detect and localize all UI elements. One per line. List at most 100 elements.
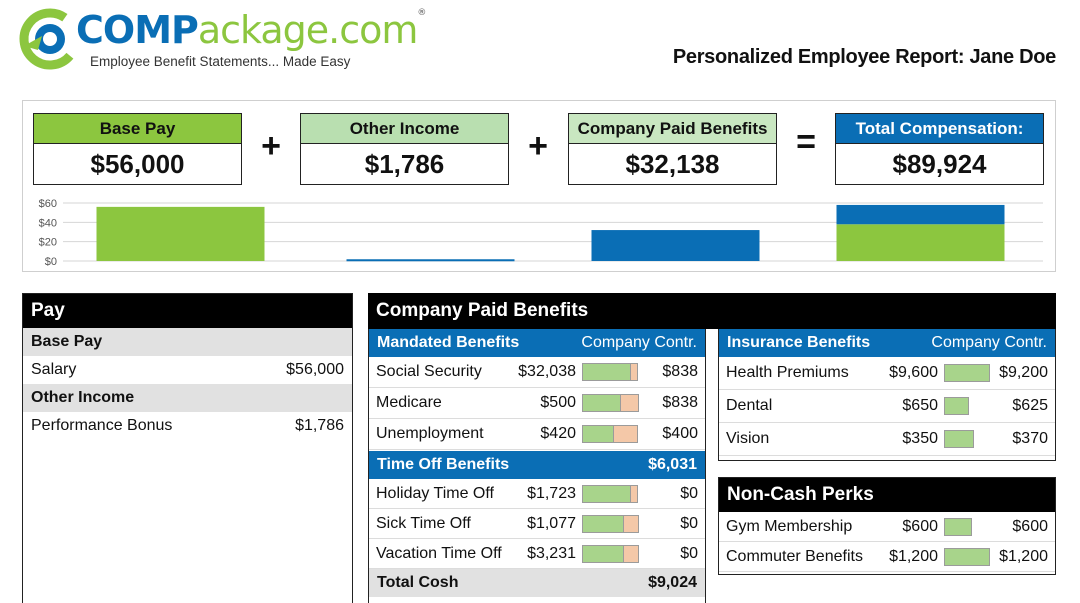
- pay-item-name: Performance Bonus: [31, 417, 173, 434]
- benefit-name: Health Premiums: [726, 364, 849, 381]
- bar-total-compensation: [836, 204, 1005, 225]
- time-off-rows: Holiday Time Off $1,723 $0 Sick Time Off $1,…: [369, 479, 705, 569]
- total-compensation-value: $89,924: [892, 149, 987, 179]
- contribution-bar-green: [944, 397, 970, 415]
- total-label: Total Cosh: [377, 574, 459, 591]
- benefit-amount: $500: [540, 394, 576, 411]
- benefit-amount: $420: [540, 425, 576, 442]
- benefit-name: Dental: [726, 397, 773, 414]
- benefit-name: Social Security: [376, 363, 482, 380]
- contribution-bar-green: [582, 363, 632, 381]
- contribution-bar: [582, 544, 640, 563]
- benefit-amount: $650: [902, 397, 938, 414]
- contribution-bar-green: [582, 484, 632, 503]
- benefit-row: Social Security $32,038 $838: [369, 357, 705, 388]
- plus-operator: +: [261, 127, 281, 165]
- contribution-bar-orange: [623, 514, 639, 533]
- logo: COMPackage.com® Employee Benefit Stateme…: [18, 6, 426, 76]
- plus-operator: +: [528, 127, 548, 165]
- mandated-benefits-title: Mandated Benefits: [377, 334, 520, 351]
- time-off-benefits-title: Time Off Benefits: [377, 456, 510, 473]
- benefit-row: Sick Time Off $1,077 $0: [369, 509, 705, 539]
- non-cash-perks-title: Non-Cash Perks: [719, 478, 1055, 512]
- benefits-section-title: Company Paid Benefits: [376, 300, 589, 321]
- insurance-benefits-title: Insurance Benefits: [727, 334, 871, 351]
- base-pay-label: Base Pay: [34, 114, 241, 144]
- total-row: Total Cosh $9,024: [369, 569, 705, 597]
- bar-total-compensation: [836, 224, 1005, 261]
- benefit-name: Gym Membership: [726, 517, 853, 535]
- benefit-row: Gym Membership $600 $600: [719, 512, 1055, 542]
- company-contribution: $370: [1012, 430, 1048, 447]
- pay-group-heading: Other Income: [23, 384, 352, 412]
- pay-group-heading: Base Pay: [23, 328, 352, 356]
- company-contribution: $0: [680, 484, 698, 502]
- benefit-row: Dental $650 $625: [719, 390, 1055, 423]
- total-value: $9,024: [648, 574, 697, 591]
- pay-item-amount: $56,000: [286, 361, 344, 378]
- benefits-header-bar: Company Paid Benefits: [368, 293, 1056, 329]
- benefit-name: Medicare: [376, 394, 442, 411]
- mandated-benefits-heading: Mandated Benefits Company Contr.: [369, 329, 705, 357]
- y-tick-label: $60: [39, 198, 57, 210]
- benefit-amount: $600: [902, 517, 938, 535]
- mandated-timeoff-table: Mandated Benefits Company Contr. Social …: [368, 329, 706, 603]
- contribution-bar-green: [582, 514, 624, 533]
- contribution-bar-orange: [631, 363, 639, 381]
- benefit-amount: $1,200: [889, 547, 938, 565]
- logo-mark-icon: [19, 8, 80, 70]
- contribution-bar-orange: [621, 394, 639, 412]
- compensation-bar-chart: $0 $20 $40 $60: [39, 198, 1043, 268]
- total-compensation-label: Total Compensation:: [836, 114, 1043, 144]
- contribution-bar: [582, 484, 640, 503]
- benefit-amount: $1,077: [527, 514, 576, 532]
- contribution-bar: [582, 425, 640, 443]
- company-paid-benefits-value: $32,138: [625, 149, 720, 179]
- equals-operator: =: [796, 123, 816, 161]
- company-contribution: $838: [662, 394, 698, 411]
- company-contribution: $1,200: [999, 547, 1048, 565]
- benefit-row: Holiday Time Off $1,723 $0: [369, 479, 705, 509]
- pay-item-name: Salary: [31, 361, 77, 378]
- benefit-name: Sick Time Off: [376, 514, 471, 532]
- company-contr-column: Company Contr.: [581, 334, 697, 351]
- perks-rows: Gym Membership $600 $600 Commuter Benefits $…: [719, 512, 1055, 572]
- benefit-row: Health Premiums $9,600 $9,200: [719, 357, 1055, 390]
- company-contribution: $0: [680, 544, 698, 562]
- bar-base-pay: [96, 206, 265, 261]
- contribution-bar-orange: [623, 544, 639, 563]
- benefit-amount: $350: [902, 430, 938, 447]
- base-pay-box: Base Pay $56,000: [33, 113, 242, 185]
- company-contribution: $625: [1012, 397, 1048, 414]
- benefit-name: Vision: [726, 430, 770, 447]
- contribution-bar: [944, 547, 990, 566]
- time-off-total: $6,031: [648, 456, 697, 473]
- contribution-bar: [582, 394, 640, 412]
- company-contribution: $9,200: [999, 364, 1048, 381]
- contribution-bar-green: [944, 517, 972, 536]
- company-paid-benefits-box: Company Paid Benefits $32,138: [568, 113, 777, 185]
- benefit-row: Medicare $500 $838: [369, 388, 705, 419]
- pay-item-amount: $1,786: [295, 417, 344, 434]
- contribution-bar-green: [944, 547, 990, 566]
- bar-company-paid-benefits: [591, 230, 760, 261]
- benefit-name: Vacation Time Off: [376, 544, 502, 562]
- other-income-label: Other Income: [301, 114, 508, 144]
- mandated-rows: Social Security $32,038 $838 Medicare $500 $8…: [369, 357, 705, 450]
- insurance-benefits-table: Insurance Benefits Company Contr. Health…: [718, 329, 1056, 461]
- logo-tagline: Employee Benefit Statements... Made Easy: [90, 54, 351, 69]
- company-contribution: $0: [680, 514, 698, 532]
- benefit-amount: $9,600: [889, 364, 938, 381]
- benefit-row: Vision $350 $370: [719, 423, 1055, 456]
- contribution-bar: [582, 514, 640, 533]
- other-income-value: $1,786: [364, 149, 445, 179]
- contribution-bar: [944, 397, 990, 415]
- company-paid-benefits-label: Company Paid Benefits: [569, 114, 776, 144]
- benefit-row: Unemployment $420 $400: [369, 419, 705, 450]
- contribution-bar: [944, 517, 990, 536]
- logo-wordmark: COMPackage.com®: [76, 8, 426, 52]
- bar-other-income: [346, 259, 515, 262]
- contribution-bar-orange: [631, 484, 639, 503]
- total-compensation-box: Total Compensation: $89,924: [835, 113, 1044, 185]
- time-off-benefits-heading: Time Off Benefits $6,031: [369, 451, 705, 479]
